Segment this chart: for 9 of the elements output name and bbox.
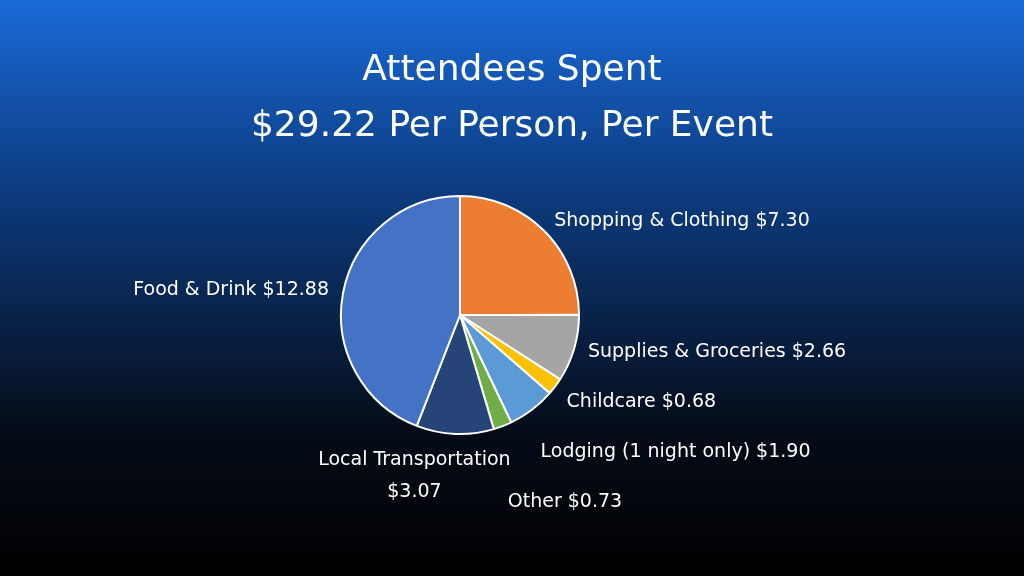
- slice-label: Local Transportation: [318, 447, 511, 470]
- slice-label: Food & Drink $12.88: [133, 277, 330, 300]
- slice-label: Childcare $0.68: [566, 389, 717, 412]
- slice-label: Lodging (1 night only) $1.90: [540, 439, 811, 462]
- data-label: $3.07: [387, 479, 442, 502]
- slice-label: Other $0.73: [507, 489, 623, 512]
- slice-label: Supplies & Groceries $2.66: [587, 339, 847, 362]
- slice-label: Shopping & Clothing $7.30: [554, 207, 810, 230]
- chart-title: Attendees Spent $29.22 Per Person, Per Event: [249, 46, 774, 146]
